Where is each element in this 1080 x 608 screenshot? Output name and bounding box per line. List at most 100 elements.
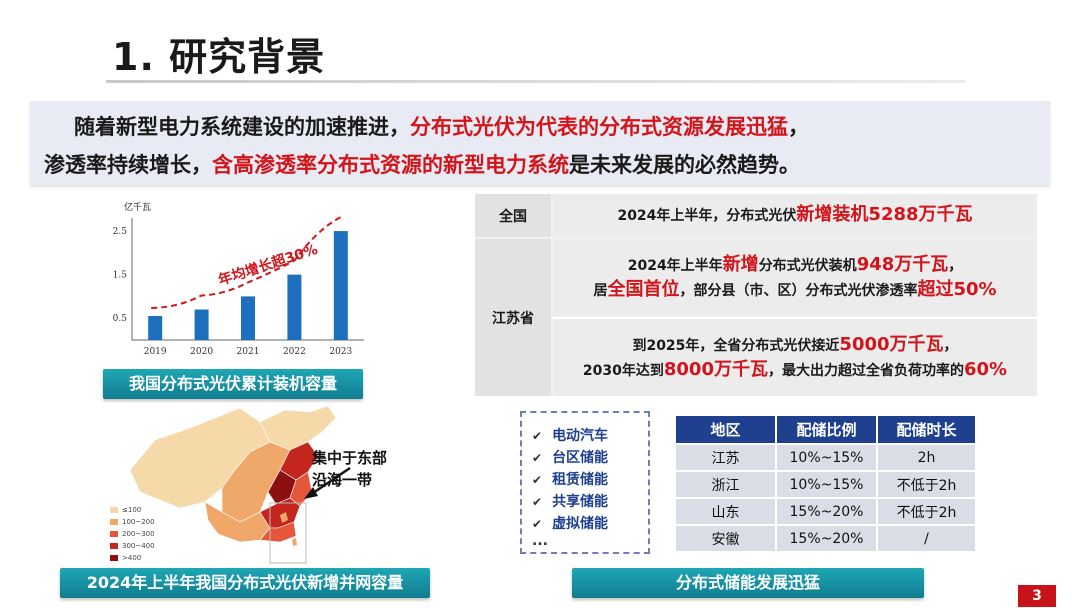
legend-label: 300~400 [122, 542, 155, 550]
list-item: ✔ 电动汽车 [532, 425, 608, 445]
target-line-2: 2030年达到8000万千瓦，最大出力超过全省负荷功率的60% [583, 358, 1007, 383]
jiangsu-l2-d: 超过50% [917, 278, 997, 300]
list-item-label: 租赁储能 [552, 472, 609, 488]
jiangsu-l2-c: ，部分县（市、区）分布式光伏渗透率 [679, 282, 918, 299]
jiangsu-l1-a: 2024年上半年 [627, 257, 723, 274]
map-legend-item: 200~300 [110, 528, 155, 540]
jiangsu-l1-b: 新增 [722, 253, 759, 275]
map-legend-item: >400 [110, 552, 155, 564]
check-icon: ✔ [532, 517, 543, 531]
intro-line-2-part-1: 渗透率持续增长， [44, 153, 212, 177]
header-region: 地区 [676, 416, 775, 443]
table-row: 安徽 15%~20% / [676, 526, 975, 551]
cell-ratio: 10%~15% [777, 472, 876, 497]
list-item-label: 虚拟储能 [552, 516, 609, 532]
list-item-label: 共享储能 [552, 494, 609, 510]
row-label-national: 全国 [475, 194, 551, 237]
y-tick-label: 0.5 [113, 314, 128, 324]
map-southeast-region [259, 521, 297, 543]
jiangsu-l1-e: ， [948, 257, 963, 274]
legend-swatch [110, 519, 118, 525]
intro-line-2: 渗透率持续增长，含高渗透率分布式资源的新型电力系统是未来发展的必然趋势。 [44, 149, 800, 179]
cell-duration: 不低于2h [878, 472, 975, 497]
map-annotation-line-1: 集中于东部 [312, 449, 388, 467]
china-map-svg [129, 405, 351, 564]
page-title: 1. 研究背景 [112, 35, 326, 79]
jiangsu-l2-a: 居 [593, 282, 608, 299]
map-inset-box [269, 502, 307, 564]
cell-duration: 2h [878, 445, 975, 470]
list-item: ✔ 共享储能 [532, 491, 608, 511]
intro-line-1-part-1: 随着新型电力系统建设的加速推进， [74, 115, 410, 139]
header-duration: 配储时长 [878, 416, 975, 443]
title-underline [106, 80, 966, 83]
intro-line-1-part-2: 分布式光伏为代表的分布式资源发展迅猛 [410, 115, 788, 139]
table-header-row: 地区 配储比例 配储时长 [676, 416, 975, 443]
x-tick-label: 2021 [237, 347, 260, 357]
legend-label: 100~200 [122, 518, 155, 526]
cell-region: 山东 [676, 499, 775, 524]
page-number: 3 [1018, 585, 1056, 607]
jiangsu-line-2: 居全国首位，部分县（市、区）分布式光伏渗透率超过50% [593, 278, 996, 303]
map-legend-item: ≤100 [110, 504, 155, 516]
list-item: ✔ 租赁储能 [532, 469, 608, 489]
row-label-jiangsu: 江苏省 [475, 239, 551, 396]
chart-caption: 我国分布式光伏累计装机容量 [103, 369, 363, 399]
intro-line-1-part-3: ， [788, 115, 809, 139]
row-jiangsu-current: 2024年上半年新增分布式光伏装机948万千瓦， 居全国首位，部分县（市、区）分… [553, 239, 1037, 316]
target-l1-a: 到2025年，全省分布式光伏接近 [632, 337, 840, 354]
list-item: ✔ 台区储能 [532, 447, 608, 467]
national-text-a: 2024年上半年，分布式光伏 [617, 208, 797, 224]
target-l2-b: 8000万千瓦 [663, 358, 768, 380]
header-ratio: 配储比例 [777, 416, 876, 443]
storage-ratio-table: 地区 配储比例 配储时长 江苏 10%~15% 2h 浙江 10%~15% 不低… [674, 414, 977, 553]
legend-swatch [110, 543, 118, 549]
intro-box: 随着新型电力系统建设的加速推进，分布式光伏为代表的分布式资源发展迅猛， 渗透率持… [30, 101, 1050, 185]
jiangsu-l2-b: 全国首位 [607, 278, 680, 300]
capacity-chart-svg: 亿千瓦 0.5 1.5 2.5 2019 2020 2021 2022 2023 年均增长超30% [113, 201, 364, 357]
table-row: 江苏 10%~15% 2h [676, 445, 975, 470]
y-tick-label: 1.5 [113, 271, 128, 281]
intro-line-1: 随着新型电力系统建设的加速推进，分布式光伏为代表的分布式资源发展迅猛， [74, 111, 809, 141]
check-icon: ✔ [532, 495, 543, 509]
cell-ratio: 10%~15% [777, 445, 876, 470]
chart-bar [287, 274, 302, 340]
jiangsu-line-1: 2024年上半年新增分布式光伏装机948万千瓦， [628, 253, 963, 278]
table-row: 浙江 10%~15% 不低于2h [676, 472, 975, 497]
cell-region: 安徽 [676, 526, 775, 551]
legend-label: >400 [122, 554, 142, 562]
chart-bar [148, 316, 163, 340]
chart-bar [194, 309, 209, 340]
legend-label: ≤100 [122, 506, 142, 514]
y-axis-label: 亿千瓦 [124, 201, 151, 213]
check-icon: ✔ [532, 473, 543, 487]
check-icon: ✔ [532, 429, 543, 443]
target-l1-b: 5000万千瓦 [839, 333, 944, 355]
list-more: ... [532, 533, 548, 549]
map-legend: ≤100 100~200 200~300 300~400 >400 [110, 504, 155, 564]
map-legend-item: 300~400 [110, 540, 155, 552]
x-tick-label: 2019 [144, 347, 167, 357]
legend-swatch [110, 531, 118, 537]
row-national-content: 2024年上半年，分布式光伏新增装机5288万千瓦 [553, 194, 1037, 237]
check-icon: ✔ [532, 451, 543, 465]
target-l1-c: ， [943, 337, 958, 354]
cell-ratio: 15%~20% [777, 499, 876, 524]
china-map [110, 400, 430, 565]
map-arrow-line [309, 466, 351, 497]
list-item-label: 电动汽车 [552, 428, 609, 444]
cell-duration: 不低于2h [878, 499, 975, 524]
chart-bar [241, 296, 255, 340]
map-arrow-head [304, 487, 318, 499]
national-highlight: 新增装机5288万千瓦 [796, 204, 973, 225]
target-l2-c: ，最大出力超过全省负荷功率的 [767, 362, 964, 379]
legend-swatch [110, 507, 118, 513]
pv-info-table: 全国 2024年上半年，分布式光伏新增装机5288万千瓦 江苏省 2024年上半… [475, 194, 1037, 396]
chart-bar [333, 231, 348, 340]
storage-type-list: ✔ 电动汽车 ✔ 台区储能 ✔ 租赁储能 ✔ 共享储能 ✔ 虚拟储能 ... [520, 411, 650, 554]
cell-region: 江苏 [676, 445, 775, 470]
legend-swatch [110, 555, 118, 561]
storage-caption: 分布式储能发展迅猛 [572, 568, 924, 598]
target-line-1: 到2025年，全省分布式光伏接近5000万千瓦， [632, 333, 957, 358]
jiangsu-l1-c: 分布式光伏装机 [758, 257, 857, 274]
